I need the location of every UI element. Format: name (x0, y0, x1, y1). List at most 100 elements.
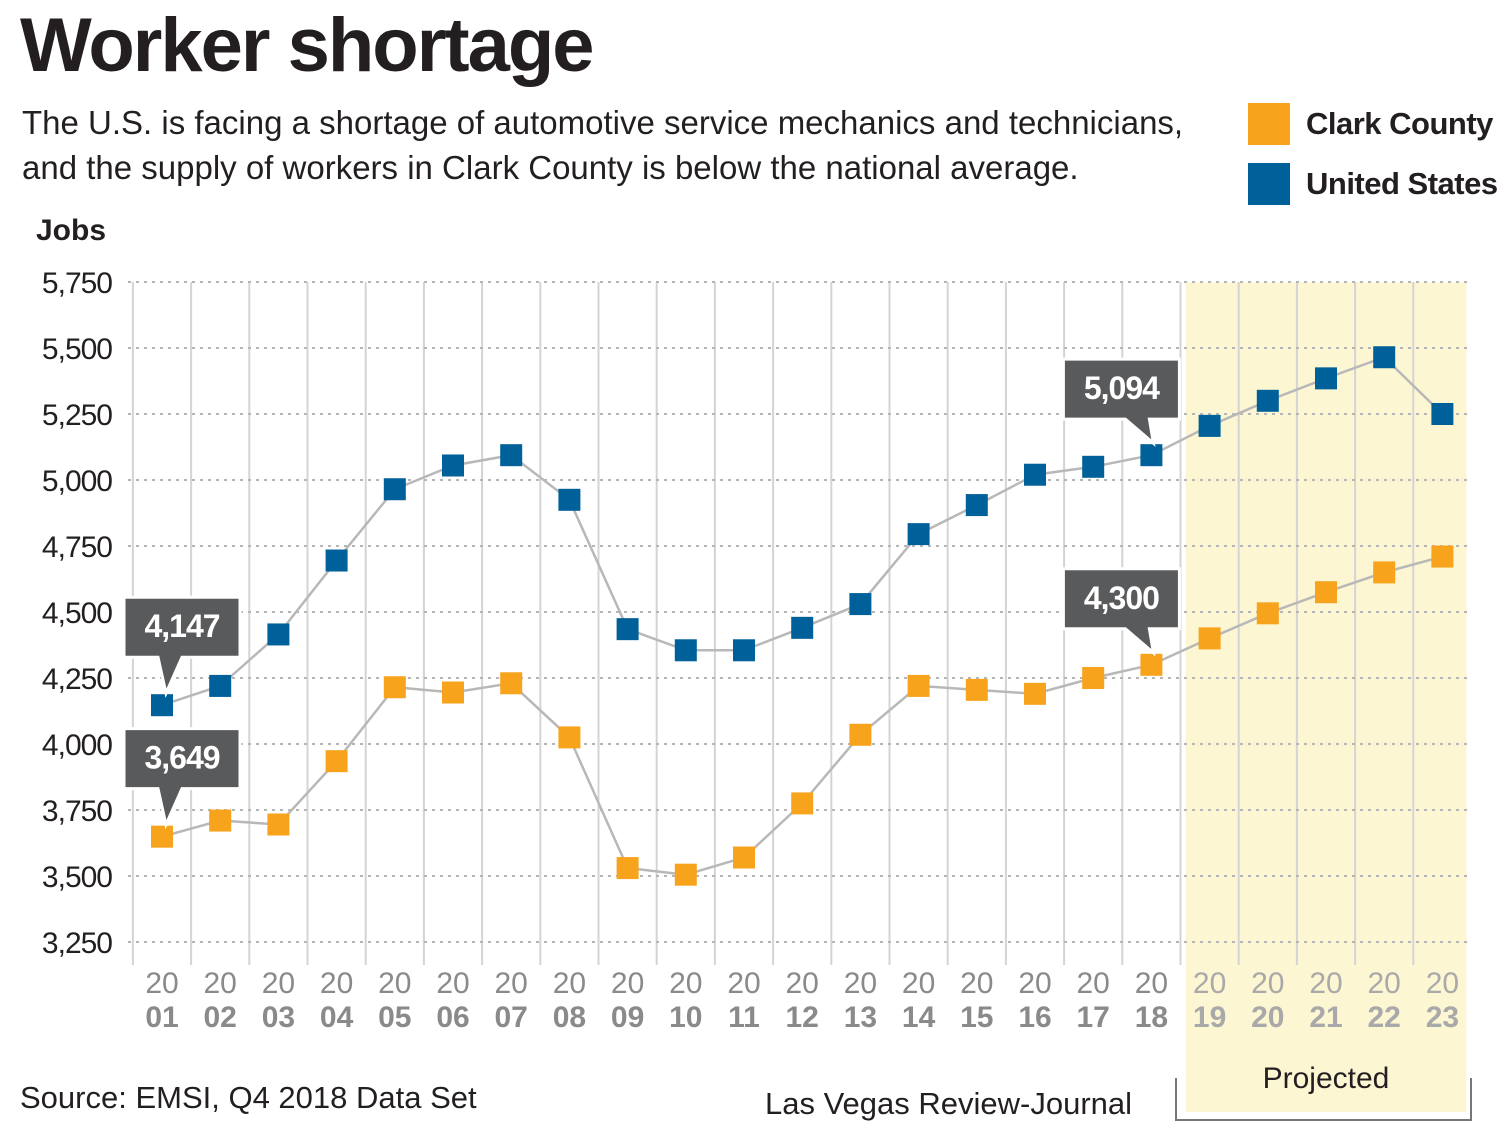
x-tick-label-century: 20 (902, 967, 935, 1000)
x-tick-label-century: 20 (495, 967, 528, 1000)
data-point (151, 825, 173, 848)
data-point (616, 857, 639, 880)
x-tick-label-century: 20 (844, 967, 877, 1000)
x-tick-label-year: 16 (1018, 1001, 1051, 1034)
data-point (1256, 602, 1279, 625)
data-point (907, 674, 930, 697)
y-tick-label: 3,250 (42, 927, 112, 960)
callout-box (122, 727, 242, 830)
x-tick-label-year: 07 (495, 1001, 528, 1034)
data-point (500, 444, 523, 467)
x-tick-label-year: 12 (786, 1001, 819, 1034)
data-point (442, 681, 464, 704)
x-tick-label-century: 20 (960, 967, 993, 1000)
data-point (1140, 653, 1163, 676)
x-tick-label-year: 05 (378, 1001, 411, 1034)
data-point (383, 478, 406, 501)
x-tick-label-century: 20 (611, 967, 644, 1000)
legend-label-united-states: United States (1306, 166, 1498, 201)
x-tick-label-year: 06 (436, 1001, 469, 1034)
x-tick-label-century: 20 (1251, 967, 1284, 1000)
data-point (383, 676, 406, 699)
data-point (674, 863, 697, 886)
x-tick-label-century: 20 (1426, 967, 1459, 1000)
chart-title: Worker shortage (20, 3, 595, 88)
data-point (1431, 403, 1454, 425)
data-point (1431, 545, 1454, 568)
data-point (1198, 414, 1221, 437)
x-tick-label-year: 03 (262, 1001, 295, 1034)
x-tick-label-century: 20 (145, 967, 178, 1000)
data-point (616, 618, 639, 641)
x-tick-label-century: 20 (669, 967, 702, 1000)
y-tick-label: 5,250 (42, 399, 112, 432)
y-tick-label: 3,500 (42, 861, 112, 894)
y-tick-label: 5,750 (42, 267, 112, 300)
x-tick-label-year: 22 (1368, 1001, 1401, 1034)
x-tick-label-year: 13 (844, 1001, 877, 1034)
x-tick-label-year: 02 (204, 1001, 237, 1034)
data-point (1024, 463, 1046, 486)
legend-label-clark-county: Clark County (1306, 106, 1493, 141)
legend-item-clark-county: Clark County (1248, 100, 1498, 148)
data-point (791, 792, 814, 815)
x-tick-label-year: 10 (669, 1001, 702, 1034)
data-point (1256, 389, 1279, 412)
vertical-gridlines (131, 282, 1415, 965)
x-tick-label-century: 20 (320, 967, 353, 1000)
x-tick-label-century: 20 (553, 967, 586, 1000)
x-tick-label-year: 20 (1251, 1001, 1284, 1034)
data-point (849, 593, 872, 616)
series-united-states (151, 346, 1454, 717)
publisher-credit: Las Vegas Review-Journal (765, 1086, 1133, 1121)
data-point (267, 813, 290, 836)
data-point (733, 639, 755, 662)
x-tick-label-year: 19 (1193, 1001, 1226, 1034)
y-tick-label: 4,750 (42, 531, 112, 564)
callout-label: 3,649 (144, 740, 219, 776)
y-axis-label: Jobs (36, 214, 106, 247)
callout-box (1061, 357, 1181, 448)
data-point (1315, 367, 1337, 390)
data-point (965, 494, 988, 517)
x-tick-label-year: 01 (145, 1001, 178, 1034)
chart-subtitle: The U.S. is facing a shortage of automot… (22, 104, 1184, 186)
projected-label: Projected (1263, 1062, 1390, 1095)
data-point (151, 694, 173, 717)
callout: 3,649 (122, 727, 242, 830)
data-point (1082, 667, 1105, 689)
x-tick-label-year: 09 (611, 1001, 644, 1034)
y-tick-label: 4,000 (42, 729, 112, 762)
data-point (1198, 627, 1221, 650)
projected-region (1185, 282, 1467, 1112)
x-tick-label-century: 20 (1135, 967, 1168, 1000)
x-tick-label-year: 04 (320, 1001, 354, 1034)
data-point (1373, 346, 1396, 369)
x-tick-label-year: 15 (960, 1001, 993, 1034)
legend-swatch-clark-county (1248, 103, 1290, 145)
x-tick-label-year: 14 (902, 1001, 936, 1034)
data-point (209, 809, 232, 832)
x-tick-label-century: 20 (1193, 967, 1226, 1000)
x-tick-label-century: 20 (727, 967, 760, 1000)
projected-bracket (1175, 1078, 1472, 1121)
legend-item-united-states: United States (1248, 160, 1498, 208)
x-tick-label-century: 20 (1077, 967, 1110, 1000)
x-tick-label-century: 20 (436, 967, 469, 1000)
data-point (558, 488, 581, 511)
data-point (209, 674, 232, 697)
y-tick-label: 5,500 (42, 333, 112, 366)
x-tick-label-century: 20 (204, 967, 237, 1000)
data-point (1024, 682, 1046, 705)
callout-label: 5,094 (1084, 370, 1160, 406)
callout-box (1061, 567, 1181, 657)
data-point (791, 616, 814, 639)
data-point (442, 454, 464, 477)
x-tick-label-year: 23 (1426, 1001, 1459, 1034)
x-tick-label-century: 20 (262, 967, 295, 1000)
source-note: Source: EMSI, Q4 2018 Data Set (20, 1080, 477, 1115)
x-tick-label-century: 20 (378, 967, 411, 1000)
legend: Clark County United States (1248, 100, 1498, 220)
y-tick-label: 3,750 (42, 795, 112, 828)
x-tick-label-year: 08 (553, 1001, 586, 1034)
